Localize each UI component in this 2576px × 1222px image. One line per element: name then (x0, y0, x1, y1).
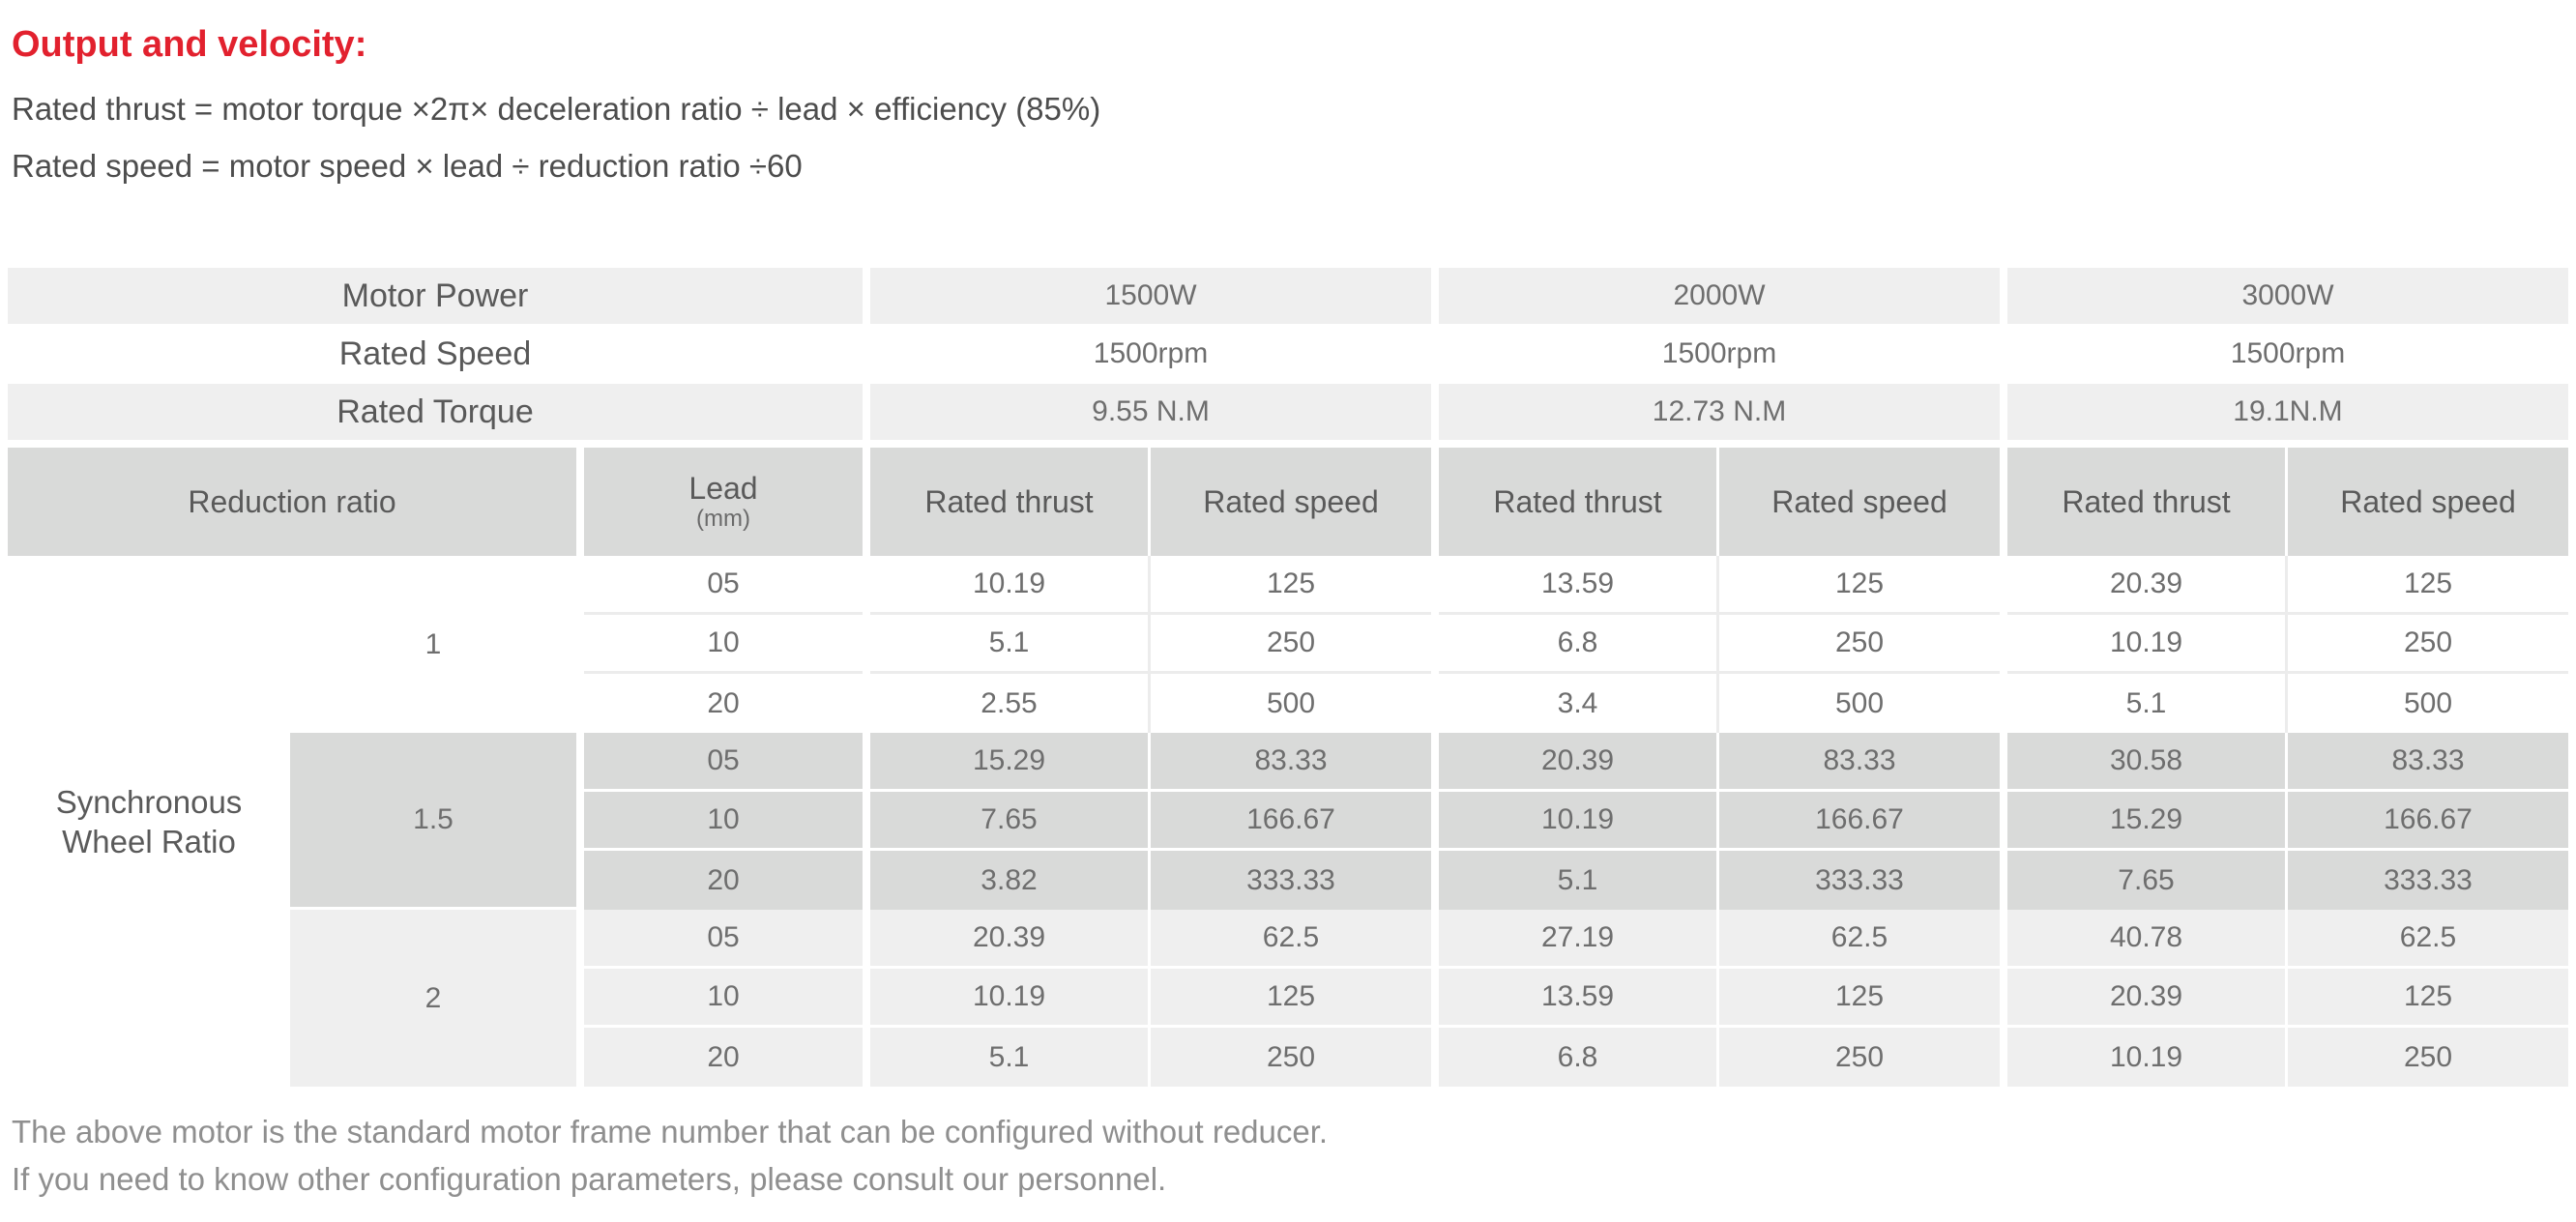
lead-header: Lead (mm) (584, 448, 863, 556)
speed-cell: 125 (1719, 969, 2000, 1028)
lead-unit-text: (mm) (696, 506, 750, 532)
rated-speed-value: 1500rpm (1439, 324, 2000, 384)
thrust-cell: 40.78 (2007, 910, 2288, 969)
lead-cell: 20 (584, 851, 863, 910)
speed-cell: 83.33 (2288, 733, 2568, 792)
footnote-line: If you need to know other configuration … (12, 1161, 1167, 1197)
speed-cell: 125 (1719, 556, 2000, 615)
rated-torque-value: 19.1N.M (2007, 384, 2568, 440)
lead-cell: 10 (584, 615, 863, 674)
speed-cell: 333.33 (1719, 851, 2000, 910)
lead-header-text: Lead (688, 471, 758, 506)
thrust-cell: 10.19 (2007, 615, 2288, 674)
rated-thrust-header: Rated thrust (870, 448, 1151, 556)
footnote-line: The above motor is the standard motor fr… (12, 1114, 1329, 1149)
rated-thrust-header: Rated thrust (2007, 448, 2288, 556)
speed-cell: 500 (1719, 674, 2000, 733)
reduction-ratio-header: Reduction ratio (8, 448, 576, 556)
rated-speed-value: 1500rpm (2007, 324, 2568, 384)
thrust-cell: 6.8 (1439, 1028, 1719, 1087)
speed-cell: 62.5 (2288, 910, 2568, 969)
lead-cell: 05 (584, 733, 863, 792)
speed-cell: 62.5 (1719, 910, 2000, 969)
footnotes: The above motor is the standard motor fr… (12, 1108, 2568, 1203)
speed-cell: 166.67 (1151, 792, 1431, 851)
thrust-cell: 5.1 (870, 1028, 1151, 1087)
speed-cell: 250 (1719, 1028, 2000, 1087)
motor-power-value: 1500W (870, 268, 1431, 324)
thrust-cell: 13.59 (1439, 556, 1719, 615)
speed-cell: 250 (2288, 615, 2568, 674)
thrust-cell: 27.19 (1439, 910, 1719, 969)
thrust-cell: 13.59 (1439, 969, 1719, 1028)
motor-power-value: 3000W (2007, 268, 2568, 324)
ratio-cell: 1 (290, 556, 576, 733)
thrust-cell: 30.58 (2007, 733, 2288, 792)
lead-cell: 05 (584, 910, 863, 969)
rated-speed-formula: Rated speed = motor speed × lead ÷ reduc… (12, 148, 803, 184)
speed-cell: 125 (1151, 969, 1431, 1028)
rated-torque-value: 9.55 N.M (870, 384, 1431, 440)
speed-cell: 166.67 (1719, 792, 2000, 851)
rated-thrust-formula: Rated thrust = motor torque ×2π× deceler… (12, 91, 1101, 127)
thrust-cell: 10.19 (1439, 792, 1719, 851)
thrust-cell: 5.1 (870, 615, 1151, 674)
lead-cell: 05 (584, 556, 863, 615)
thrust-cell: 20.39 (2007, 556, 2288, 615)
speed-cell: 125 (2288, 556, 2568, 615)
thrust-cell: 5.1 (2007, 674, 2288, 733)
rated-speed-header: Rated speed (1151, 448, 1431, 556)
rated-thrust-header: Rated thrust (1439, 448, 1719, 556)
rated-torque-label: Rated Torque (8, 384, 863, 440)
speed-cell: 62.5 (1151, 910, 1431, 969)
thrust-cell: 20.39 (1439, 733, 1719, 792)
speed-cell: 500 (2288, 674, 2568, 733)
speed-cell: 333.33 (2288, 851, 2568, 910)
thrust-cell: 10.19 (870, 556, 1151, 615)
ratio-cell: 2 (290, 910, 576, 1087)
speed-cell: 333.33 (1151, 851, 1431, 910)
speed-cell: 83.33 (1719, 733, 2000, 792)
thrust-cell: 10.19 (870, 969, 1151, 1028)
speed-cell: 250 (2288, 1028, 2568, 1087)
lead-cell: 20 (584, 1028, 863, 1087)
thrust-cell: 6.8 (1439, 615, 1719, 674)
lead-cell: 20 (584, 674, 863, 733)
rated-speed-value: 1500rpm (870, 324, 1431, 384)
rated-speed-header: Rated speed (1719, 448, 2000, 556)
thrust-cell: 2.55 (870, 674, 1151, 733)
thrust-cell: 20.39 (870, 910, 1151, 969)
rated-speed-header: Rated speed (2288, 448, 2568, 556)
rated-torque-value: 12.73 N.M (1439, 384, 2000, 440)
thrust-cell: 10.19 (2007, 1028, 2288, 1087)
speed-cell: 500 (1151, 674, 1431, 733)
speed-cell: 250 (1151, 615, 1431, 674)
lead-cell: 10 (584, 792, 863, 851)
lead-cell: 10 (584, 969, 863, 1028)
speed-cell: 166.67 (2288, 792, 2568, 851)
thrust-cell: 15.29 (2007, 792, 2288, 851)
motor-spec-table: Motor Power 1500W 2000W 3000W Rated Spee… (8, 268, 2568, 1087)
thrust-cell: 20.39 (2007, 969, 2288, 1028)
speed-cell: 250 (1151, 1028, 1431, 1087)
rated-speed-label: Rated Speed (8, 324, 863, 384)
speed-cell: 250 (1719, 615, 2000, 674)
thrust-cell: 3.82 (870, 851, 1151, 910)
thrust-cell: 15.29 (870, 733, 1151, 792)
motor-power-label: Motor Power (8, 268, 863, 324)
thrust-cell: 5.1 (1439, 851, 1719, 910)
thrust-cell: 7.65 (870, 792, 1151, 851)
ratio-cell: 1.5 (290, 733, 576, 910)
speed-cell: 125 (2288, 969, 2568, 1028)
speed-cell: 125 (1151, 556, 1431, 615)
motor-power-value: 2000W (1439, 268, 2000, 324)
row-group-label: Synchronous Wheel Ratio (8, 556, 290, 1087)
page-title: Output and velocity: (12, 24, 367, 65)
thrust-cell: 7.65 (2007, 851, 2288, 910)
speed-cell: 83.33 (1151, 733, 1431, 792)
thrust-cell: 3.4 (1439, 674, 1719, 733)
